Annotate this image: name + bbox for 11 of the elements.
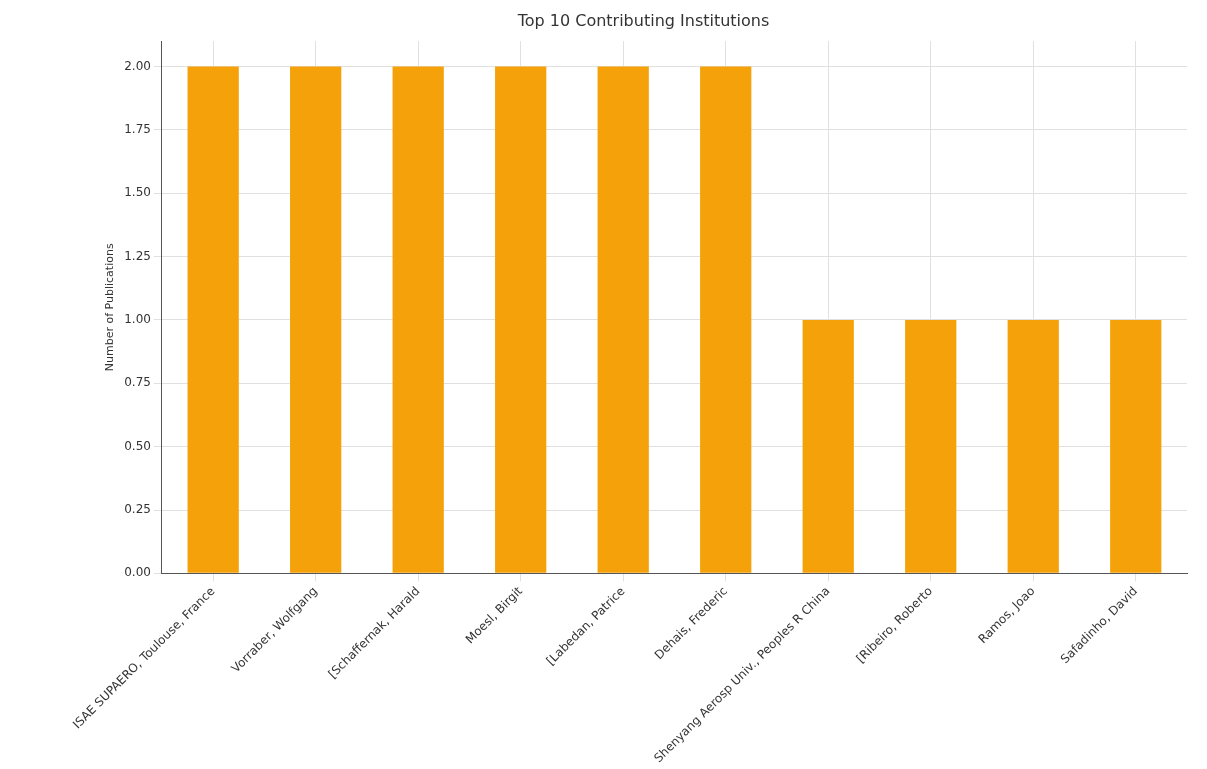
y-tick-label: 0.50 <box>124 438 151 453</box>
y-tick-label: 1.25 <box>124 248 151 263</box>
y-tick-label: 0.00 <box>124 565 151 580</box>
y-tick-label: 1.75 <box>124 122 151 137</box>
y-tick-label: 0.75 <box>124 375 151 390</box>
chart-title: Top 10 Contributing Institutions <box>516 10 770 30</box>
y-tick-label: 2.00 <box>124 58 151 73</box>
y-axis-title: Number of Publications <box>103 243 117 372</box>
y-tick-label: 1.00 <box>124 312 151 327</box>
y-tick-label: 0.25 <box>124 502 151 517</box>
y-tick-label: 1.50 <box>124 185 151 200</box>
